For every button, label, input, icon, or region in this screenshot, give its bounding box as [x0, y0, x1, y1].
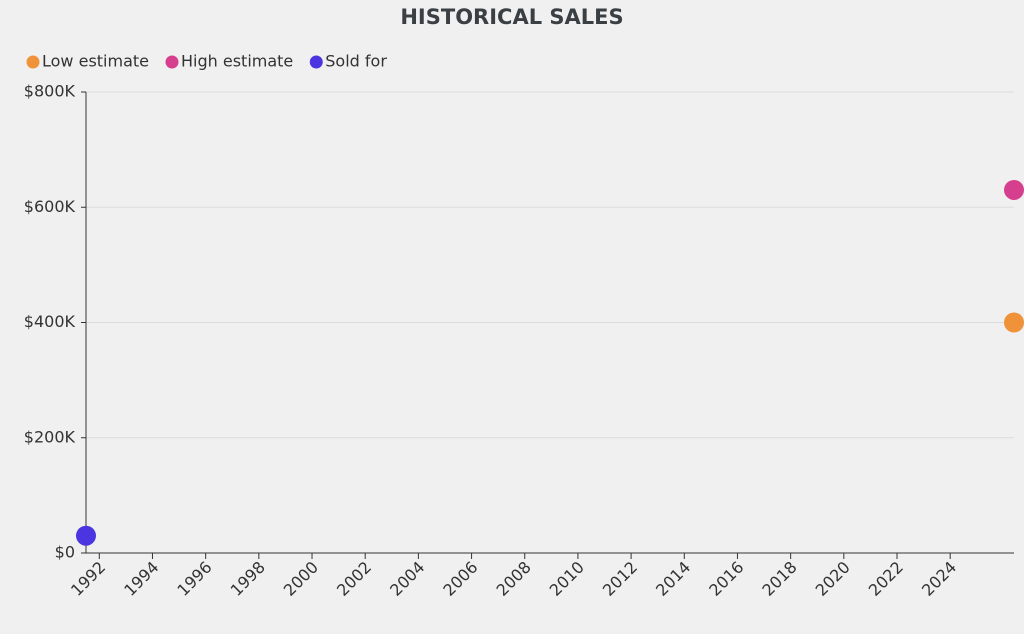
legend-label[interactable]: Low estimate	[42, 52, 149, 71]
x-tick-label: 2014	[652, 558, 694, 600]
y-tick-label: $800K	[24, 82, 76, 101]
x-tick-label: 1998	[227, 558, 269, 600]
x-tick-label: 2000	[280, 558, 322, 600]
x-tick-label: 2008	[493, 558, 535, 600]
y-tick-label: $600K	[24, 197, 76, 216]
x-tick-label: 2024	[918, 558, 960, 600]
x-tick-label: 1994	[120, 558, 162, 600]
x-tick-label: 2002	[333, 558, 375, 600]
x-tick-label: 2012	[599, 558, 641, 600]
chart-title: HISTORICAL SALES	[400, 5, 623, 29]
x-tick-label: 2016	[705, 558, 747, 600]
point	[1004, 312, 1024, 333]
x-tick-label: 2006	[439, 558, 481, 600]
x-tick-label: 2020	[812, 558, 854, 600]
y-tick-label: $200K	[24, 427, 76, 446]
legend-label[interactable]: Sold for	[325, 52, 387, 71]
point	[1004, 179, 1024, 200]
legend-label[interactable]: High estimate	[181, 52, 293, 71]
legend-swatch[interactable]	[165, 55, 179, 69]
legend-swatch[interactable]	[309, 55, 323, 69]
x-tick-label: 1996	[173, 558, 215, 600]
x-tick-label: 1992	[67, 558, 109, 600]
y-tick-label: $0	[55, 543, 75, 562]
x-tick-label: 2018	[758, 558, 800, 600]
y-tick-label: $400K	[24, 312, 76, 331]
x-tick-label: 2004	[386, 558, 428, 600]
point	[76, 525, 96, 546]
x-tick-label: 2022	[865, 558, 907, 600]
x-tick-label: 2010	[546, 558, 588, 600]
legend-swatch[interactable]	[26, 55, 40, 69]
